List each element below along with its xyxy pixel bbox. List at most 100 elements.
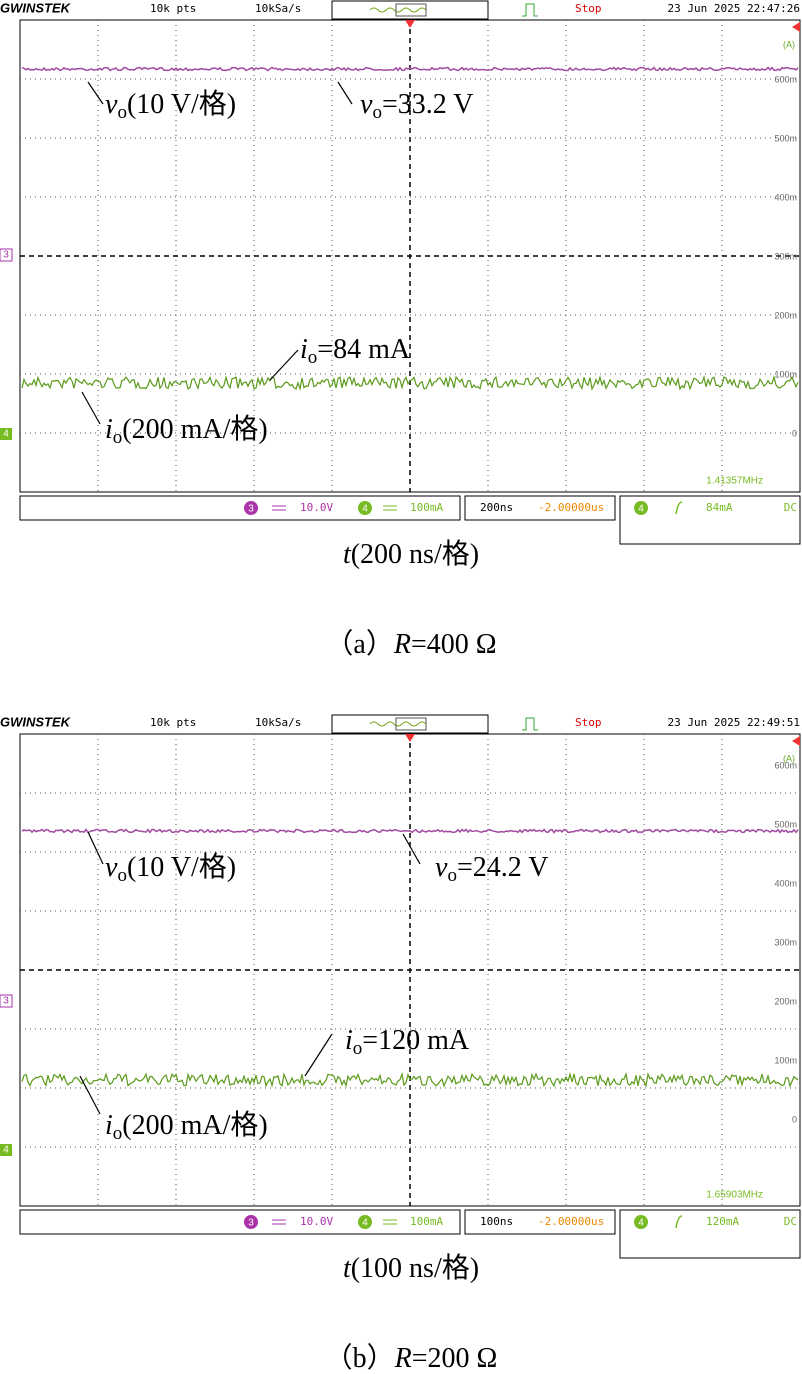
- trig-ch-label: 4: [638, 504, 644, 515]
- ch3-scale: 10.0V: [300, 1215, 333, 1228]
- ch3-coupling: [272, 505, 286, 511]
- ch3-coupling: [272, 1219, 286, 1225]
- ch4-marker-label: 4: [3, 1145, 9, 1156]
- caption: （b）R=200 Ω: [325, 1342, 498, 1374]
- ch4-icon-label: 4: [362, 1218, 368, 1229]
- trigger-icon: [522, 717, 538, 731]
- memory-window: [395, 717, 427, 731]
- subscript: o: [353, 1038, 363, 1059]
- memory-bar: [331, 0, 489, 20]
- frequency: 1.41357MHz: [706, 476, 763, 487]
- scale-unit: (A): [783, 753, 795, 763]
- annotation: vo=33.2 V: [360, 89, 473, 123]
- trigger-box: [619, 1209, 801, 1259]
- coupling: DC: [784, 1215, 797, 1228]
- sample-rate: 10kSa/s: [255, 716, 301, 729]
- coupling: DC: [784, 501, 797, 514]
- points: 10k pts: [150, 716, 196, 729]
- scale-label: 600m: [774, 760, 797, 770]
- scale-label: 300m: [774, 251, 797, 261]
- subscript: o: [372, 102, 382, 123]
- memory-wave: [369, 721, 427, 727]
- trigger-level-text: 120mA: [706, 1215, 739, 1228]
- scale-label: 0: [792, 428, 797, 438]
- annotation-text: =33.2 V: [382, 89, 474, 120]
- memory-wave: [369, 7, 427, 13]
- caption-prefix: （b）: [325, 1342, 395, 1374]
- status-box: [19, 1209, 461, 1235]
- memory-bar: [331, 714, 489, 734]
- symbol: i: [345, 1025, 353, 1056]
- symbol: i: [105, 414, 113, 445]
- symbol: t: [343, 1253, 352, 1284]
- annotation: io=84 mA: [300, 334, 411, 368]
- scale-label: 0: [792, 1114, 797, 1124]
- leader-line: [87, 81, 104, 105]
- annotation-text: =84 mA: [317, 334, 411, 365]
- scale-label: 600m: [774, 74, 797, 84]
- caption-prefix: （a）: [325, 628, 393, 660]
- ch3-icon: [244, 1215, 258, 1229]
- leader-line: [81, 391, 101, 425]
- run-state: Stop: [575, 716, 602, 729]
- scale-label: 200m: [774, 310, 797, 320]
- label-text: (100 ns/格): [351, 1252, 479, 1284]
- symbol: R: [393, 629, 411, 660]
- symbol: v: [105, 89, 118, 120]
- caption-text: =200 Ω: [412, 1343, 498, 1374]
- subscript: o: [447, 865, 457, 886]
- ch4-scale: 100mA: [410, 1215, 443, 1228]
- scale-label: 300m: [774, 937, 797, 947]
- brand: GWINSTEK: [0, 714, 72, 729]
- annotation: vo=24.2 V: [435, 852, 548, 886]
- trigger-level: [792, 736, 800, 746]
- trigger-level: [792, 22, 800, 32]
- trigger-icon: [522, 3, 538, 17]
- timestamp: 23 Jun 2025 22:49:51: [668, 716, 800, 729]
- scope-panel: GWINSTEK 10k pts 10kSa/s Stop 23 Jun 2025 22…: [0, 0, 801, 660]
- ch4-waveform: [21, 374, 799, 392]
- scale-label: 100m: [774, 1055, 797, 1065]
- annotation: vo(10 V/格): [105, 88, 236, 123]
- leader-line: [337, 81, 353, 105]
- trigger-box: [619, 495, 801, 545]
- status-box: [19, 495, 461, 521]
- ch4-icon: [358, 501, 372, 515]
- ch4-coupling: [383, 1219, 397, 1225]
- scale-label: 500m: [774, 133, 797, 143]
- label-text: (200 ns/格): [351, 538, 479, 570]
- scale-label: 400m: [774, 878, 797, 888]
- frequency: 1.65903MHz: [706, 1190, 763, 1201]
- x-axis-label: t(200 ns/格): [343, 538, 479, 570]
- symbol: i: [300, 334, 308, 365]
- ch3-marker: [0, 994, 13, 1008]
- annotation: io(200 mA/格): [105, 413, 268, 448]
- trig-ch-label: 4: [638, 1218, 644, 1229]
- ch4-icon: [358, 1215, 372, 1229]
- subscript: o: [117, 102, 127, 123]
- sample-rate: 10kSa/s: [255, 2, 301, 15]
- ch4-marker: [0, 428, 12, 440]
- points: 10k pts: [150, 2, 196, 15]
- symbol: R: [394, 1343, 412, 1374]
- scale-label: 500m: [774, 819, 797, 829]
- ch4-marker-label: 4: [3, 429, 9, 440]
- brand: GWINSTEK: [0, 0, 72, 15]
- scale-unit: (A): [783, 39, 795, 49]
- scale-label: 400m: [774, 192, 797, 202]
- symbol: v: [435, 852, 448, 883]
- leader-line: [79, 1075, 101, 1115]
- x-axis-label: t(100 ns/格): [343, 1252, 479, 1284]
- ch4-marker: [0, 1144, 12, 1156]
- timebase: 200ns: [480, 501, 513, 514]
- ch3-scale: 10.0V: [300, 501, 333, 514]
- leader-line: [402, 833, 421, 865]
- trig-ch-icon: [634, 1215, 648, 1229]
- timebase: 100ns: [480, 1215, 513, 1228]
- ch3-waveform: [21, 828, 799, 834]
- position: -2.00000us: [538, 501, 604, 514]
- ch4-icon-label: 4: [362, 504, 368, 515]
- annotation-text: =24.2 V: [457, 852, 549, 883]
- subscript: o: [113, 427, 123, 448]
